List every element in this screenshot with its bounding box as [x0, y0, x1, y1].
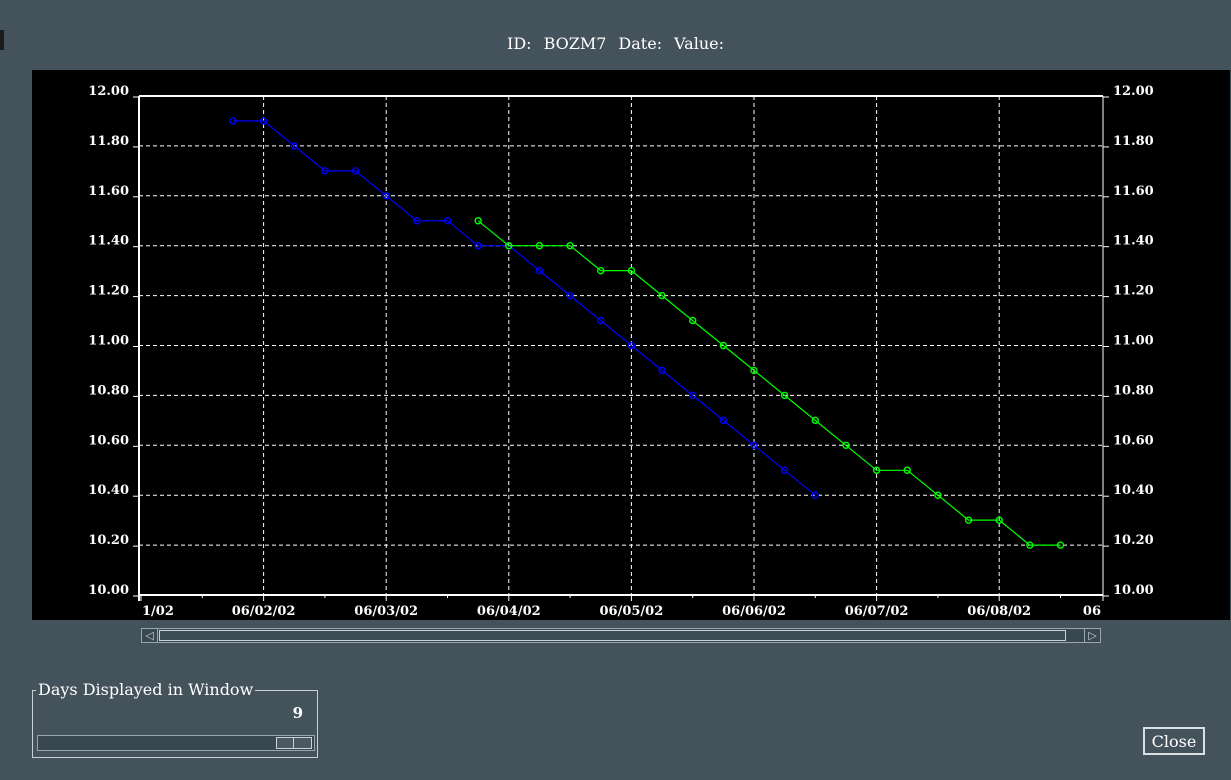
series-1-point[interactable] [750, 366, 758, 375]
series-1-point[interactable] [566, 241, 574, 250]
series-0-point[interactable] [229, 117, 237, 125]
y-tick-label-right: 10.60 [1113, 433, 1154, 448]
series-1-point[interactable] [689, 316, 697, 325]
y-tick-label-right: 11.40 [1113, 234, 1154, 249]
y-tick-label-left: 11.40 [88, 234, 129, 249]
series-0-point[interactable] [443, 217, 452, 225]
series-0-point[interactable] [719, 416, 728, 425]
y-tick-label-left: 11.80 [88, 134, 129, 149]
time-scrollbar[interactable]: ◁ ▷ [141, 628, 1101, 643]
series-0-point[interactable] [780, 466, 789, 474]
y-tick-label-right: 10.20 [1113, 533, 1154, 548]
series-0-point[interactable] [413, 217, 421, 225]
series-0-point[interactable] [351, 167, 360, 175]
x-tick-label: 1/02 [142, 604, 174, 619]
series-1-point[interactable] [1056, 541, 1065, 549]
y-tick-label-right: 10.00 [1113, 583, 1154, 598]
series-line-1 [477, 220, 1061, 546]
value-label: Value: [674, 34, 724, 53]
series-0-point[interactable] [474, 241, 482, 250]
series-line-0 [232, 120, 816, 496]
y-tick-label-left: 11.20 [88, 284, 129, 299]
x-tick-label: 06 [1083, 604, 1101, 619]
series-0-point[interactable] [750, 441, 758, 449]
x-tick-label: 06/06/02 [722, 604, 786, 619]
y-tick-label-right: 11.20 [1113, 284, 1154, 299]
series-1-point[interactable] [627, 266, 636, 275]
series-1-point[interactable] [811, 416, 819, 425]
y-tick-label-right: 10.80 [1113, 383, 1154, 398]
series-0-point[interactable] [811, 491, 819, 499]
series-1-point[interactable] [1026, 541, 1034, 549]
x-tick-label: 06/07/02 [845, 604, 909, 619]
y-tick-label-left: 10.60 [88, 433, 129, 448]
series-1-point[interactable] [658, 291, 666, 300]
time-series-chart[interactable]: 12.00 12.00 11.80 11.80 11.60 11.60 11.40 11.40… [32, 70, 1230, 620]
y-tick-label-right: 11.80 [1113, 134, 1154, 149]
y-tick-label-left: 11.00 [88, 334, 129, 349]
series-0-point[interactable] [259, 117, 268, 125]
days-slider-thumb[interactable] [276, 737, 312, 749]
y-tick-label-left: 10.00 [88, 583, 129, 598]
series-1-point[interactable] [995, 516, 1003, 524]
series-1-point[interactable] [872, 466, 881, 474]
series-1-point[interactable] [505, 241, 513, 250]
series-1-point[interactable] [719, 341, 728, 350]
plot-area[interactable]: 12.00 12.00 11.80 11.80 11.60 11.60 11.40 11.40… [32, 70, 1230, 620]
series-0-point[interactable] [566, 291, 574, 300]
id-label: ID: [507, 34, 532, 53]
series-0-point[interactable] [689, 391, 697, 400]
x-tick-label: 06/03/02 [354, 604, 418, 619]
series-1-point[interactable] [842, 441, 850, 449]
series-0-point[interactable] [382, 192, 390, 200]
series-0-point[interactable] [627, 341, 636, 350]
series-0-point[interactable] [597, 316, 605, 325]
days-displayed-slider[interactable] [37, 735, 315, 751]
window-edge [0, 30, 4, 50]
x-tick-label: 06/02/02 [232, 604, 296, 619]
id-value: BOZM7 [543, 34, 607, 53]
series-1-point[interactable] [535, 241, 544, 250]
series-1-point[interactable] [597, 266, 605, 275]
scrollbar-thumb[interactable] [159, 630, 1066, 641]
series-1-point[interactable] [780, 391, 789, 400]
y-tick-label-left: 12.00 [88, 84, 129, 99]
series-0-point[interactable] [321, 167, 329, 175]
days-displayed-group: Days Displayed in Window 9 [32, 680, 318, 758]
days-displayed-title: Days Displayed in Window [36, 680, 256, 699]
y-tick-label-right: 11.00 [1113, 334, 1154, 349]
date-label: Date: [618, 34, 663, 53]
y-tick-label-left: 11.60 [88, 184, 129, 199]
y-tick-label-left: 10.80 [88, 383, 129, 398]
y-tick-label-left: 10.40 [88, 483, 129, 498]
close-button[interactable]: Close [1143, 727, 1205, 755]
x-tick-label: 06/08/02 [967, 604, 1031, 619]
series-1-point[interactable] [964, 516, 973, 524]
series-1-point[interactable] [903, 466, 911, 474]
days-displayed-value: 9 [292, 704, 303, 722]
x-tick-label: 06/05/02 [600, 604, 664, 619]
y-tick-label-right: 12.00 [1113, 84, 1154, 99]
x-tick-label: 06/04/02 [477, 604, 541, 619]
series-0-point[interactable] [290, 142, 298, 150]
series-1-point[interactable] [474, 217, 482, 225]
y-tick-label-left: 10.20 [88, 533, 129, 548]
scroll-left-icon[interactable]: ◁ [142, 629, 158, 642]
scroll-right-icon[interactable]: ▷ [1084, 629, 1100, 642]
y-tick-label-right: 11.60 [1113, 184, 1154, 199]
series-0-point[interactable] [535, 266, 544, 275]
series-1-point[interactable] [934, 491, 942, 499]
header-readout: ID: BOZM7 Date: Value: [0, 34, 1231, 53]
series-0-point[interactable] [658, 366, 666, 375]
y-tick-label-right: 10.40 [1113, 483, 1154, 498]
